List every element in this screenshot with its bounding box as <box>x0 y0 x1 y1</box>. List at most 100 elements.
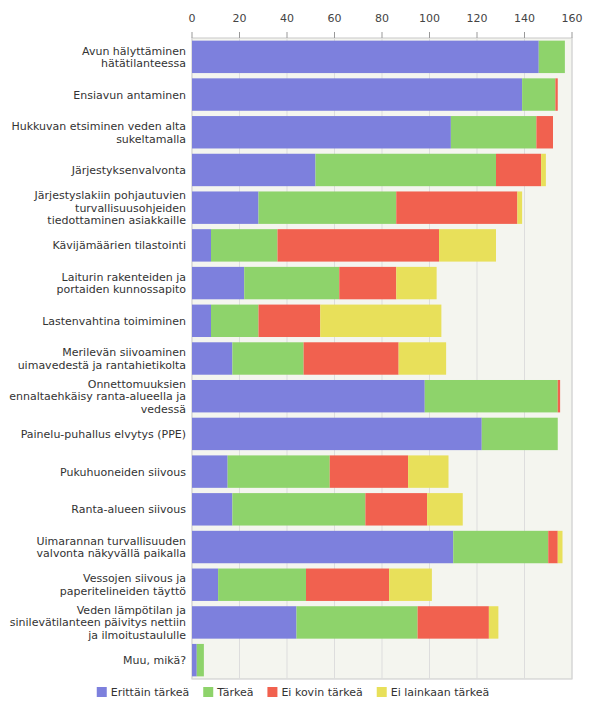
bar-segment <box>192 342 232 374</box>
bar-segment <box>558 380 560 412</box>
category-label: Vessojen siivous japaperitelineiden täyt… <box>60 572 186 598</box>
bar-segment <box>278 229 440 261</box>
tick-mark <box>239 32 240 38</box>
legend-label: Erittäin tärkeä <box>111 686 189 699</box>
bar-segment <box>192 305 211 337</box>
bar-segment <box>304 342 399 374</box>
bar-segment <box>541 154 546 186</box>
tick-label: 0 <box>189 12 196 25</box>
category-label: Hukkuvan etsiminen veden altasukeltamall… <box>11 120 186 146</box>
bar-segment <box>192 380 425 412</box>
tick-mark <box>382 32 383 38</box>
bar-segment <box>439 229 496 261</box>
bar-segment <box>396 267 436 299</box>
tick-label: 60 <box>328 12 342 25</box>
bars <box>192 41 565 677</box>
bar-segment <box>389 569 432 601</box>
legend-label: Tärkeä <box>216 686 253 699</box>
category-label: Lastenvahtina toimiminen <box>42 315 186 328</box>
tick-label: 100 <box>419 12 440 25</box>
category-label: Ensiavun antaminen <box>73 89 186 102</box>
category-label: Järjestyksenvalvonta <box>71 164 186 177</box>
category-label: Painelu-puhallus elvytys (PPE) <box>21 428 186 441</box>
category-label: Merilevän siivoaminenuimavedestä ja rant… <box>18 346 186 372</box>
bar-segment <box>192 606 297 638</box>
category-label: Pukuhuoneiden siivous <box>60 466 186 479</box>
bar-segment <box>306 569 389 601</box>
bar-segment <box>244 267 339 299</box>
category-label: Järjestyslakiin pohjautuvienturvallisuus… <box>34 189 187 227</box>
tick-label: 20 <box>233 12 247 25</box>
bar-segment <box>365 493 427 525</box>
bar-segment <box>557 418 558 450</box>
category-label: Ranta-alueen siivous <box>71 503 186 516</box>
bar-segment <box>192 531 453 563</box>
tick-mark <box>429 32 430 38</box>
bar-segment <box>339 267 396 299</box>
bar-segment <box>330 455 408 487</box>
bar-segment <box>558 531 563 563</box>
tick-mark <box>287 32 288 38</box>
bar-segment <box>320 305 441 337</box>
legend-label: Ei kovin tärkeä <box>281 686 362 699</box>
bar-segment <box>316 154 497 186</box>
bar-segment <box>192 116 451 148</box>
bar-segment <box>496 154 541 186</box>
bar-segment <box>539 41 565 73</box>
category-label: Uimarannan turvallisuudenvalvonta näkyvä… <box>36 535 186 561</box>
bar-segment <box>489 606 499 638</box>
bar-segment <box>192 229 211 261</box>
bar-segment <box>408 455 448 487</box>
bar-segment <box>451 116 537 148</box>
bar-segment <box>203 644 204 676</box>
category-label: Onnettomuuksienennaltaehkäisy ranta-alue… <box>9 378 186 416</box>
category-label: Muu, mikä? <box>123 654 186 667</box>
bar-segment <box>418 606 489 638</box>
tick-label: 40 <box>280 12 294 25</box>
bar-segment <box>228 455 330 487</box>
bar-segment <box>192 418 482 450</box>
bar-segment <box>192 267 244 299</box>
category-label: Veden lämpötilan jasinilevätilanteen päi… <box>10 604 186 642</box>
legend-swatch <box>267 687 277 697</box>
bar-segment <box>555 78 557 110</box>
tick-label: 120 <box>467 12 488 25</box>
bar-segment <box>564 41 565 73</box>
tick-mark <box>477 32 478 38</box>
bar-segment <box>557 78 558 110</box>
bar-segment <box>259 191 397 223</box>
bar-segment <box>522 78 555 110</box>
tick-label: 140 <box>514 12 535 25</box>
bar-segment <box>564 41 565 73</box>
bar-segment <box>482 418 558 450</box>
bar-segment <box>192 41 539 73</box>
bar-segment <box>192 644 197 676</box>
plot-area <box>192 38 572 679</box>
bar-segment <box>203 644 204 676</box>
grid-line <box>572 38 573 679</box>
bar-segment <box>399 342 447 374</box>
bar-segment <box>453 531 548 563</box>
bar-segment <box>197 644 204 676</box>
bar-segment <box>232 493 365 525</box>
tick-mark <box>524 32 525 38</box>
tick-label: 160 <box>562 12 583 25</box>
bar-segment <box>211 229 278 261</box>
chart: 020406080100120140160Avun hälyttäminenhä… <box>0 0 600 709</box>
category-label: Avun hälyttäminenhätätilanteessa <box>82 45 186 71</box>
bar-segment <box>211 305 259 337</box>
bar-segment <box>396 191 517 223</box>
bar-segment <box>259 305 321 337</box>
bar-segment <box>517 191 522 223</box>
bar-segment <box>553 116 554 148</box>
bar-segment <box>192 493 232 525</box>
category-label: Laiturin rakenteiden japortaiden kunnoss… <box>56 271 186 297</box>
bar-segment <box>192 455 228 487</box>
bar-segment <box>218 569 306 601</box>
legend-swatch <box>97 687 107 697</box>
legend-swatch <box>203 687 213 697</box>
bar-segment <box>425 380 558 412</box>
bar-segment <box>192 191 259 223</box>
bar-segment <box>192 154 316 186</box>
tick-mark <box>334 32 335 38</box>
